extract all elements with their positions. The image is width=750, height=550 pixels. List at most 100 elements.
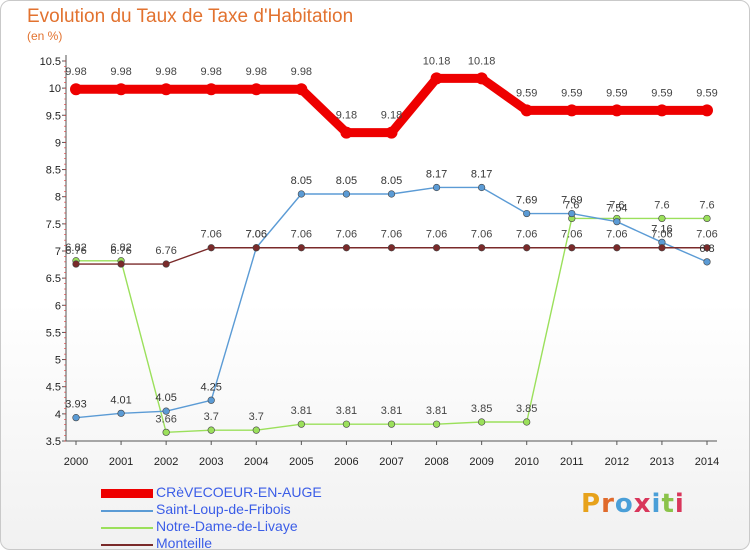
data-point [252, 426, 260, 434]
data-point [342, 244, 351, 252]
data-label: 9.18 [381, 110, 402, 122]
legend-label: CRèVECOEUR-EN-AUGE [156, 484, 322, 500]
y-tick-label: 9 [55, 137, 61, 149]
data-point [478, 418, 486, 426]
data-point [613, 244, 621, 252]
legend-swatch [101, 527, 153, 529]
data-label: 4.25 [201, 381, 222, 393]
y-tick-label: 10.5 [40, 56, 61, 68]
y-tick-label: 7 [55, 246, 61, 258]
data-label: 4.05 [155, 392, 176, 404]
data-point [523, 244, 531, 252]
data-label: 7.06 [246, 229, 267, 241]
legend-label: Monteille [156, 535, 213, 550]
data-label: 3.81 [291, 405, 312, 417]
data-label: 7.06 [561, 229, 582, 241]
x-tick-label: 2003 [199, 456, 223, 468]
x-tick-label: 2007 [379, 456, 403, 468]
data-label: 7.06 [381, 229, 402, 241]
x-tick-label: 2009 [469, 456, 493, 468]
data-label: 7.06 [246, 229, 267, 241]
data-label: 9.98 [246, 66, 267, 78]
data-label: 6.82 [110, 242, 131, 254]
x-tick-label: 2001 [109, 456, 133, 468]
legend-swatch [101, 544, 153, 546]
data-label: 6.76 [110, 245, 131, 257]
data-label: 7.54 [606, 203, 627, 215]
data-point [162, 260, 170, 268]
data-label: 7.06 [516, 229, 537, 241]
data-label: 6.8 [699, 243, 714, 255]
data-label: 8.05 [381, 175, 402, 187]
data-point [701, 104, 713, 117]
data-label: 7.06 [201, 229, 222, 241]
series-line-1 [75, 186, 708, 419]
data-label: 3.81 [336, 405, 357, 417]
x-tick-label: 2005 [289, 456, 313, 468]
legend-swatch [101, 510, 153, 512]
data-label: 9.59 [516, 87, 537, 99]
data-labels: 9.98 9.98 9.98 9.98 9.98 9.98 9.18 9.18 10.18 10.… [65, 55, 717, 425]
x-tick-label: 2000 [64, 456, 88, 468]
data-label: 6.76 [155, 245, 176, 257]
data-point [340, 126, 353, 139]
data-point [207, 244, 215, 252]
data-point [162, 407, 170, 415]
data-point [432, 244, 441, 252]
y-tick-label: 8.5 [46, 165, 61, 177]
y-tick-label: 5 [55, 355, 61, 367]
y-tick-label: 7.5 [46, 219, 61, 231]
data-label: 7.06 [651, 229, 672, 241]
x-tick-label: 2012 [605, 456, 629, 468]
data-point [162, 428, 170, 436]
chart-subtitle: (en %) [27, 29, 63, 43]
data-label: 9.98 [291, 66, 312, 78]
data-point [703, 244, 711, 252]
x-tick-label: 2014 [695, 456, 719, 468]
data-label: 3.85 [516, 403, 537, 415]
x-tick-label: 2013 [650, 456, 674, 468]
data-point [342, 190, 351, 198]
logo-letter: x [633, 489, 652, 519]
legend-label: Saint-Loup-de-Fribois [156, 501, 291, 517]
logo-letter: i [651, 489, 662, 519]
legend-swatch [101, 489, 153, 498]
data-point [565, 104, 578, 117]
data-label: 9.98 [155, 66, 176, 78]
y-tick-label: 3.5 [46, 436, 61, 448]
data-label: 8.05 [291, 175, 312, 187]
data-point [703, 214, 711, 223]
data-label: 8.05 [336, 175, 357, 187]
data-point [72, 414, 80, 422]
data-label: 3.81 [426, 405, 447, 417]
y-tick-label: 8 [55, 192, 61, 204]
data-label: 10.18 [468, 55, 496, 67]
data-point [523, 209, 531, 218]
data-label: 3.66 [155, 413, 176, 425]
data-label: 9.59 [651, 87, 672, 99]
data-point [117, 409, 125, 417]
data-point [568, 244, 576, 252]
data-label: 7.69 [561, 195, 582, 207]
data-point [432, 420, 441, 428]
data-point [160, 83, 173, 96]
data-point [387, 420, 396, 428]
data-point [207, 426, 215, 434]
data-point [115, 83, 128, 96]
logo-letter: r [601, 489, 615, 519]
data-point [385, 126, 398, 139]
data-label: 9.98 [65, 66, 86, 78]
data-label: 7.6 [654, 199, 669, 211]
data-point [432, 183, 441, 192]
data-point [387, 190, 396, 198]
x-tick-label: 2006 [334, 456, 358, 468]
data-point [613, 218, 621, 226]
data-label: 7.06 [291, 229, 312, 241]
data-point [297, 244, 305, 252]
data-label: 9.59 [561, 87, 582, 99]
data-label: 9.59 [606, 87, 627, 99]
data-label: 7.6 [564, 199, 579, 211]
data-point [297, 420, 305, 428]
